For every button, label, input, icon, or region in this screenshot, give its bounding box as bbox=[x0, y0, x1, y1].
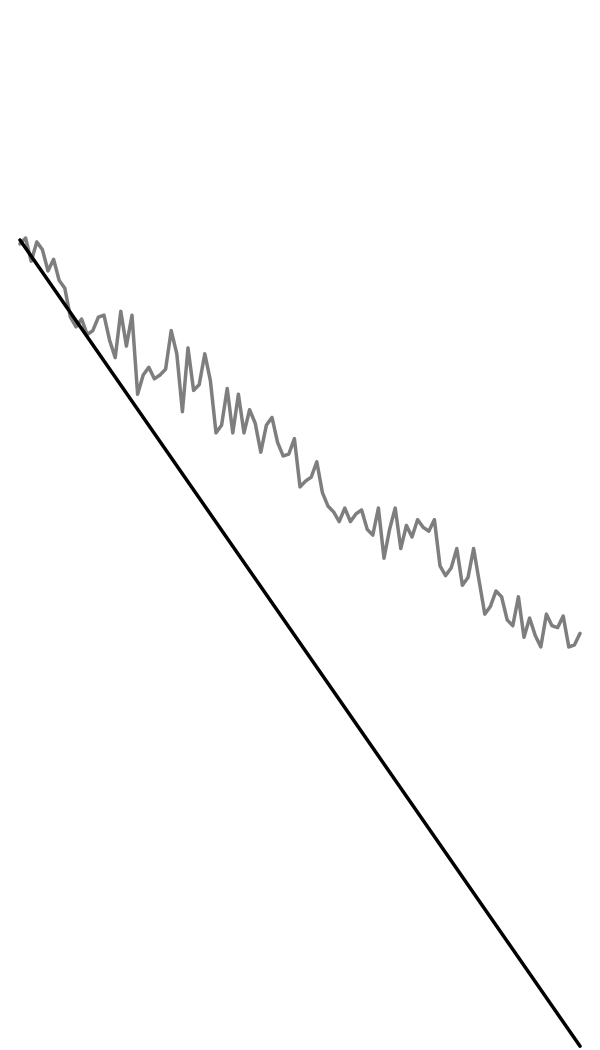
series-layer bbox=[18, 236, 582, 1048]
noisy-signal-line bbox=[18, 236, 582, 649]
trend-line bbox=[18, 238, 582, 1048]
